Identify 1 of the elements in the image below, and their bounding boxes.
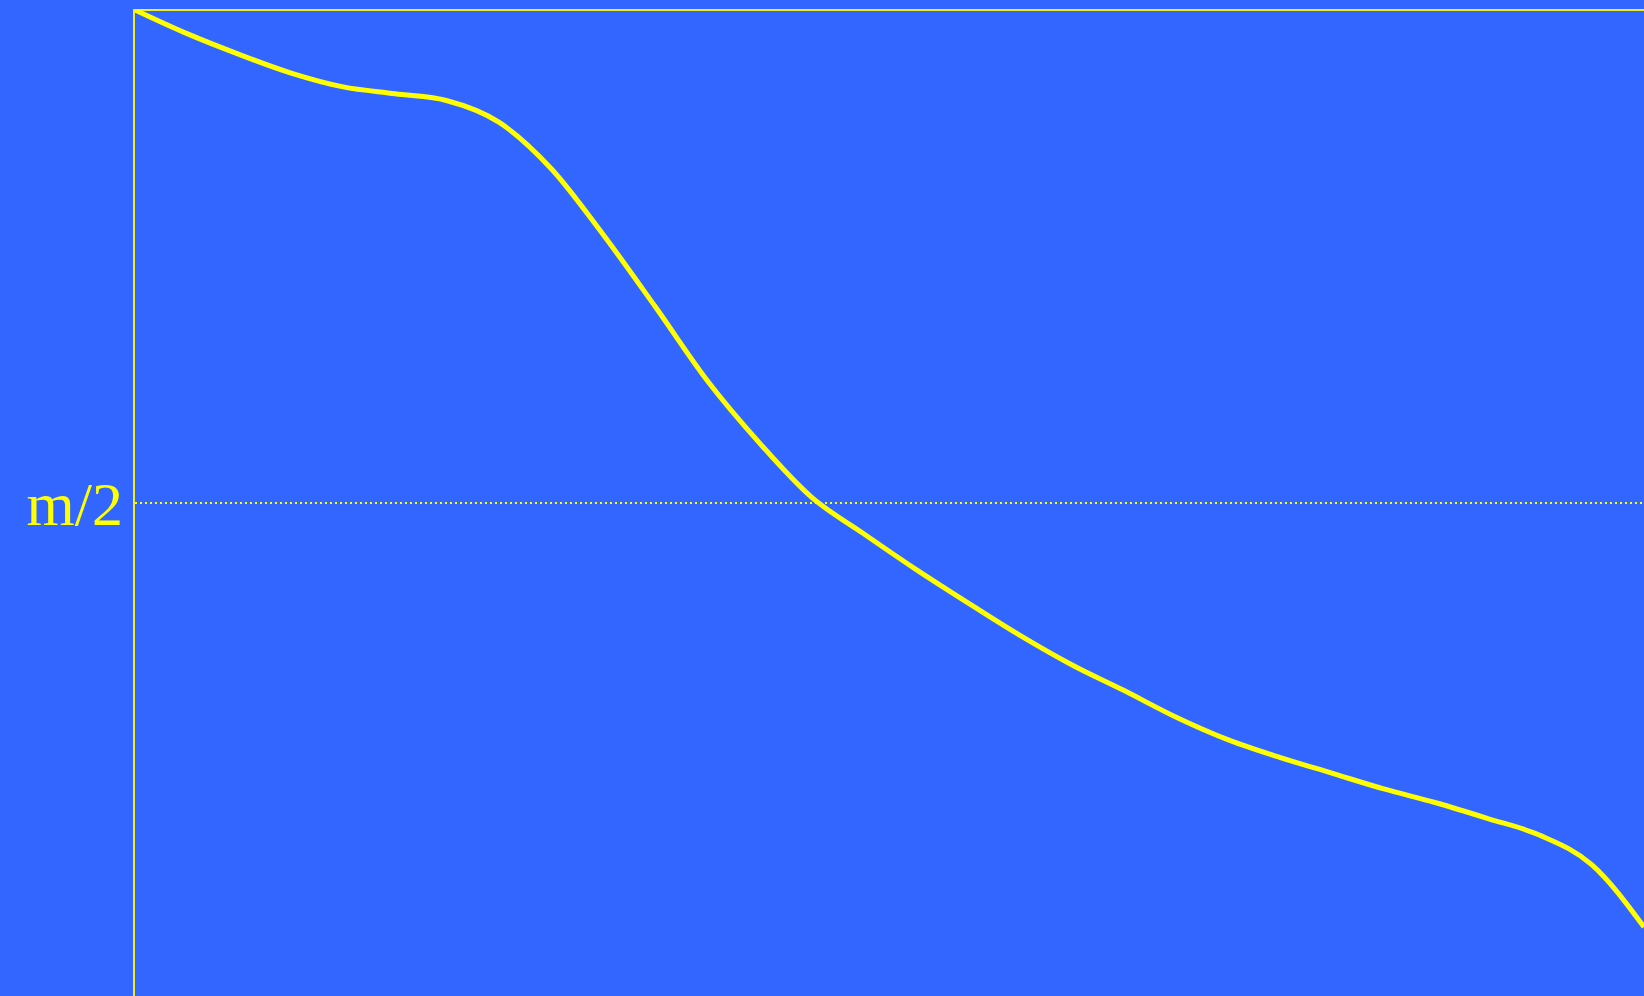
ref-line-label: m/2 [26,470,123,539]
